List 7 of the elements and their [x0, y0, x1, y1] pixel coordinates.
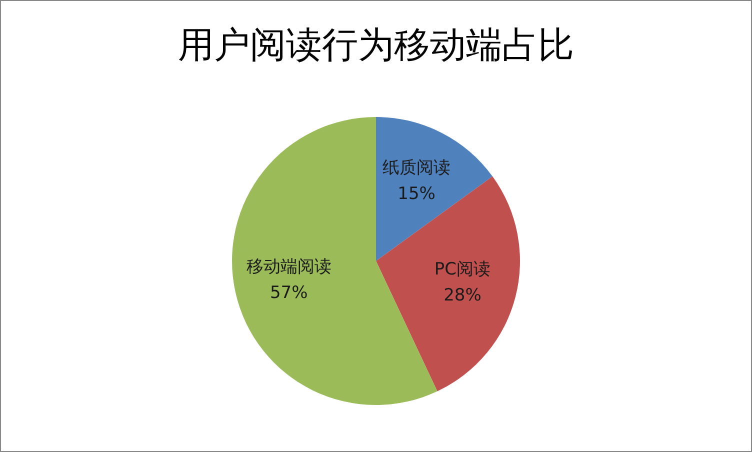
chart-title: 用户阅读行为移动端占比	[177, 24, 575, 67]
slice-label: 纸质阅读	[382, 158, 451, 178]
data-label: 28%	[444, 286, 482, 306]
data-label: 57%	[270, 282, 308, 303]
slice-label: PC阅读	[434, 260, 491, 280]
slice-label: 移动端阅读	[246, 256, 332, 277]
data-label: 15%	[398, 184, 436, 204]
